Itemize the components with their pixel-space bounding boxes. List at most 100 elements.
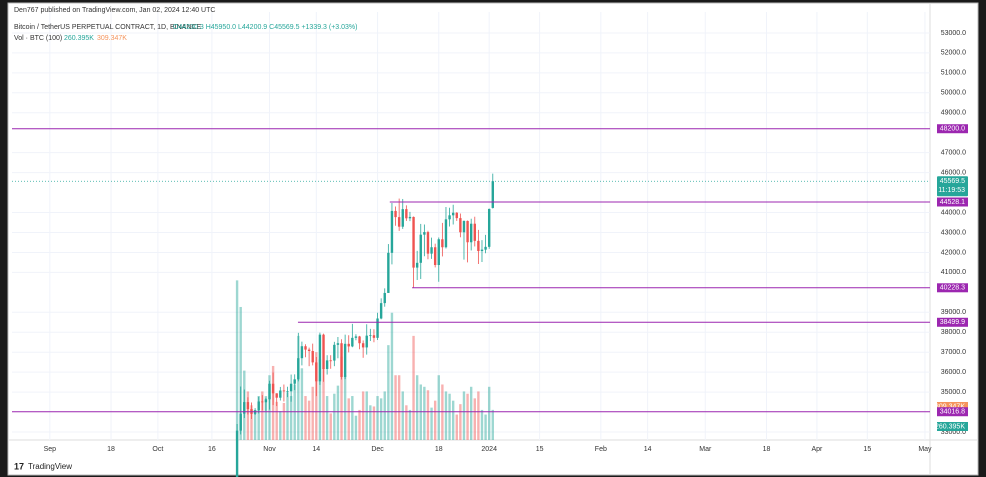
volume-bar xyxy=(369,405,372,440)
volume-bar xyxy=(491,409,494,440)
volume-bar xyxy=(264,396,268,440)
plot xyxy=(12,12,930,477)
candle-body xyxy=(351,337,354,347)
volume-bar xyxy=(437,375,440,440)
x-tick-label: Oct xyxy=(152,446,163,453)
volume-bar xyxy=(246,391,250,440)
candle-body xyxy=(246,402,250,410)
candle-body xyxy=(469,223,473,243)
candle-body xyxy=(451,212,455,216)
level-label: 40228.3 xyxy=(940,285,965,292)
y-tick-label: 39000.0 xyxy=(941,309,966,316)
x-tick-label: 15 xyxy=(863,446,871,453)
volume-bar xyxy=(340,356,343,440)
candle-body xyxy=(412,216,415,268)
candle-body xyxy=(462,220,466,233)
logo: TradingView xyxy=(28,462,72,471)
volume-bar xyxy=(383,391,386,440)
candle-body xyxy=(477,240,480,252)
candle-body xyxy=(271,383,275,394)
volume-bar xyxy=(286,392,289,440)
candle-body xyxy=(394,210,397,218)
volume-ma: 309.347K xyxy=(97,35,127,42)
volume-bar xyxy=(293,384,296,440)
candle-body xyxy=(379,303,383,319)
candle-body xyxy=(466,220,469,243)
volume-bar xyxy=(466,393,469,440)
volume-bar xyxy=(477,391,480,440)
candle-body xyxy=(333,344,336,361)
y-tick-label: 41000.0 xyxy=(941,269,966,276)
volume-bar xyxy=(408,409,412,440)
volume-bar xyxy=(311,386,314,440)
volume-label: Vol · BTC (100) xyxy=(14,35,62,42)
candle-body xyxy=(408,216,412,219)
level-label: 34016.8 xyxy=(940,409,965,416)
candle-body xyxy=(307,349,311,352)
x-tick-label: 18 xyxy=(763,446,771,453)
published: Den767 published on TradingView.com, Jan… xyxy=(14,7,215,14)
x-tick-label: 15 xyxy=(536,446,544,453)
candle-body xyxy=(293,379,296,384)
candle-body xyxy=(304,346,307,350)
last-price-badge xyxy=(937,176,968,197)
candle-body xyxy=(491,181,494,208)
level-label: 48200.0 xyxy=(940,126,965,133)
y-tick-label: 35000.0 xyxy=(941,389,966,396)
y-tick-label: 42000.0 xyxy=(941,249,966,256)
y-tick-label: 44000.0 xyxy=(941,209,966,216)
volume-bar xyxy=(401,391,404,440)
volume-ma-badge xyxy=(937,402,968,411)
candle-body xyxy=(322,334,325,369)
x-tick-label: Nov xyxy=(263,446,276,453)
volume-bar xyxy=(459,404,462,440)
volume-label: 260.395K xyxy=(935,423,965,430)
volume-bar xyxy=(484,414,487,440)
volume-bar xyxy=(325,396,329,440)
volume-bar xyxy=(430,407,433,440)
candle-body xyxy=(426,232,430,254)
ohlc: O44230.3 H45950.0 L44200.9 C45569.5 +133… xyxy=(173,24,357,31)
volume-bar xyxy=(304,396,307,440)
candle-body xyxy=(484,246,487,250)
volume-bar xyxy=(444,391,448,440)
y-tick-label: 36000.0 xyxy=(941,369,966,376)
volume-bar xyxy=(261,391,264,440)
candle-body xyxy=(282,390,286,392)
x-tick-label: Apr xyxy=(811,446,823,453)
volume-bar xyxy=(394,375,397,440)
volume-bar xyxy=(462,391,466,440)
y-tick-label: 38000.0 xyxy=(941,329,966,336)
x-tick-label: Mar xyxy=(699,446,712,453)
volume-bar xyxy=(448,393,451,440)
volume-bar xyxy=(250,405,253,440)
candle-body xyxy=(315,362,318,382)
candle-body xyxy=(430,247,433,254)
candle-body xyxy=(365,335,368,348)
y-tick-label: 49000.0 xyxy=(941,110,966,117)
candle-body xyxy=(397,217,401,227)
candle-body xyxy=(369,335,372,337)
x-tick-label: May xyxy=(918,446,932,453)
candle-body xyxy=(361,343,365,348)
candle-body xyxy=(329,360,332,362)
volume-bar xyxy=(361,391,365,440)
candle-body xyxy=(455,212,458,219)
volume-bar xyxy=(451,400,455,440)
candle-body xyxy=(387,252,390,293)
volume-bar xyxy=(239,306,242,440)
candle-body xyxy=(405,209,408,219)
level-badge xyxy=(937,197,968,207)
volume-bar xyxy=(282,402,286,440)
candle-body xyxy=(289,383,293,392)
y-tick-label: 51000.0 xyxy=(941,70,966,77)
candle-body xyxy=(354,336,358,338)
candle-body xyxy=(401,209,404,227)
candle-body xyxy=(235,430,239,477)
candle-body xyxy=(448,215,451,220)
volume-badge xyxy=(937,422,968,431)
candle-body xyxy=(441,239,444,248)
volume-bar xyxy=(480,409,484,440)
volume-ma-label: 309.347K xyxy=(935,403,965,410)
